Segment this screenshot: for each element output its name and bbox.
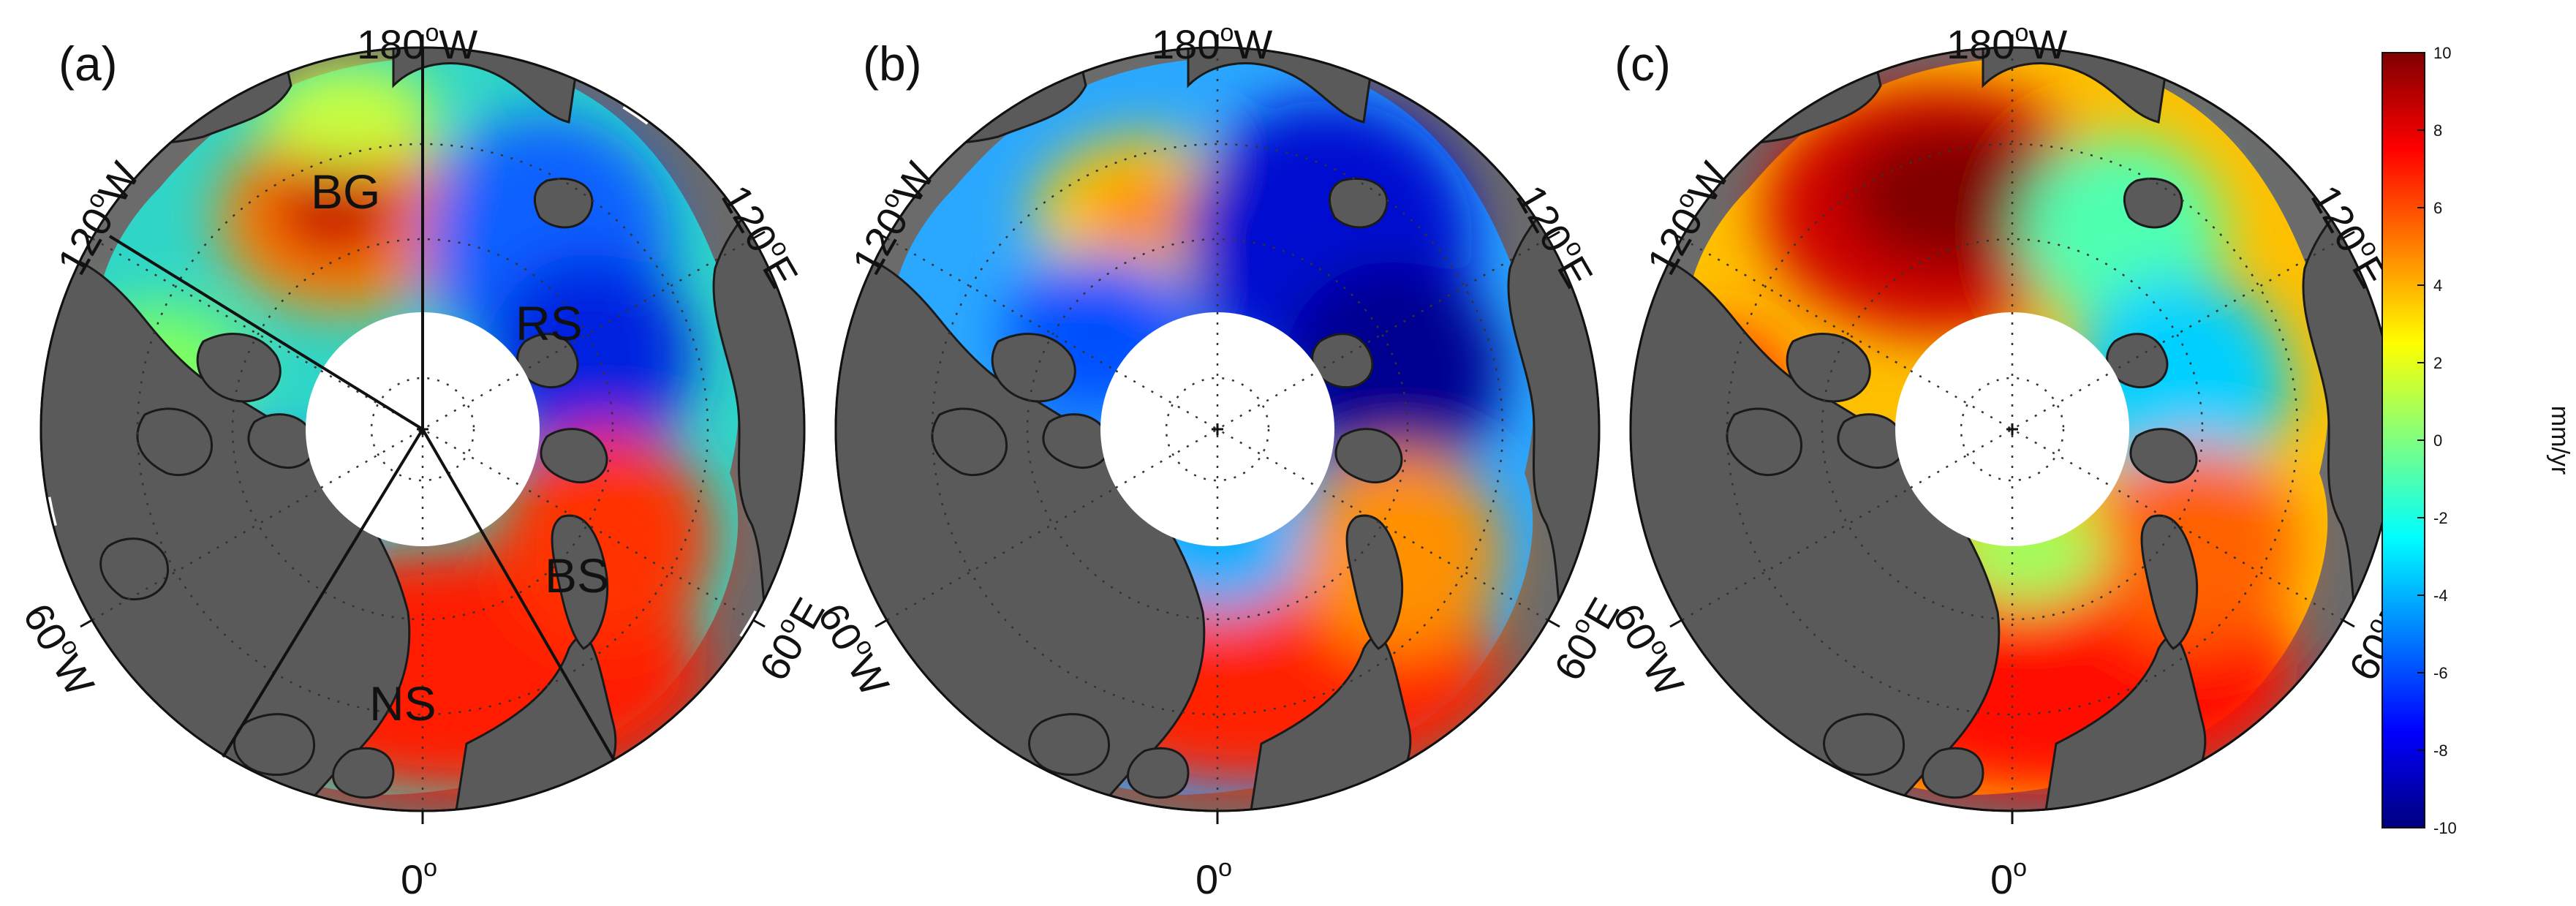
region-label-rs: RS [515,296,583,350]
colorbar-tick-label: 4 [2433,276,2442,295]
panel-b: (b) 180oW 0o 120oW 120oE 60oW 60oE [809,19,1628,902]
region-boundaries [108,48,616,762]
colorbar-tick-label: -10 [2433,819,2457,837]
colorbar: 10 8 6 4 2 0 -2 -4 -6 -8 -10 mm/yr [2382,44,2574,837]
lon-label-top: 180oW [357,19,477,67]
lon-label-top: 180oW [1946,19,2067,67]
region-label-ns: NS [369,676,437,731]
lon-label-bottom: 0o [1196,854,1232,902]
panel-label: (c) [1614,37,1671,91]
colorbar-tick-label: -2 [2433,509,2448,527]
colorbar-ticks: 10 8 6 4 2 0 -2 -4 -6 -8 -10 [2417,44,2457,837]
colorbar-unit: mm/yr [2546,406,2574,475]
panel-label: (b) [863,37,922,91]
colorbar-tick-label: 10 [2433,44,2451,62]
pole-marker [1212,423,1223,435]
colorbar-tick-label: -8 [2433,741,2448,760]
lon-label-bottom: 0o [401,854,437,902]
panel-label: (a) [58,37,118,91]
pole-marker [2006,423,2018,435]
colorbar-tick-label: 2 [2433,354,2442,372]
trend-field [836,48,1599,811]
lon-label-top: 180oW [1152,19,1272,67]
colorbar-tick-label: -4 [2433,586,2448,605]
colorbar-tick-label: 8 [2433,121,2442,140]
panel-c: (c) 180oW 0o 120oW 120oE 60oW 60oE [1604,19,2423,902]
region-label-bg: BG [311,165,380,219]
colorbar-tick-label: 6 [2433,199,2442,217]
lon-label-bottom: 0o [1990,854,2027,902]
colorbar-tick-label: 0 [2433,431,2442,450]
region-label-bs: BS [545,548,609,603]
panel-a: (a) 180oW 0o 120oW 120oE 60oW 60oE BG RS… [15,19,834,902]
colorbar-tick-label: -6 [2433,664,2448,682]
